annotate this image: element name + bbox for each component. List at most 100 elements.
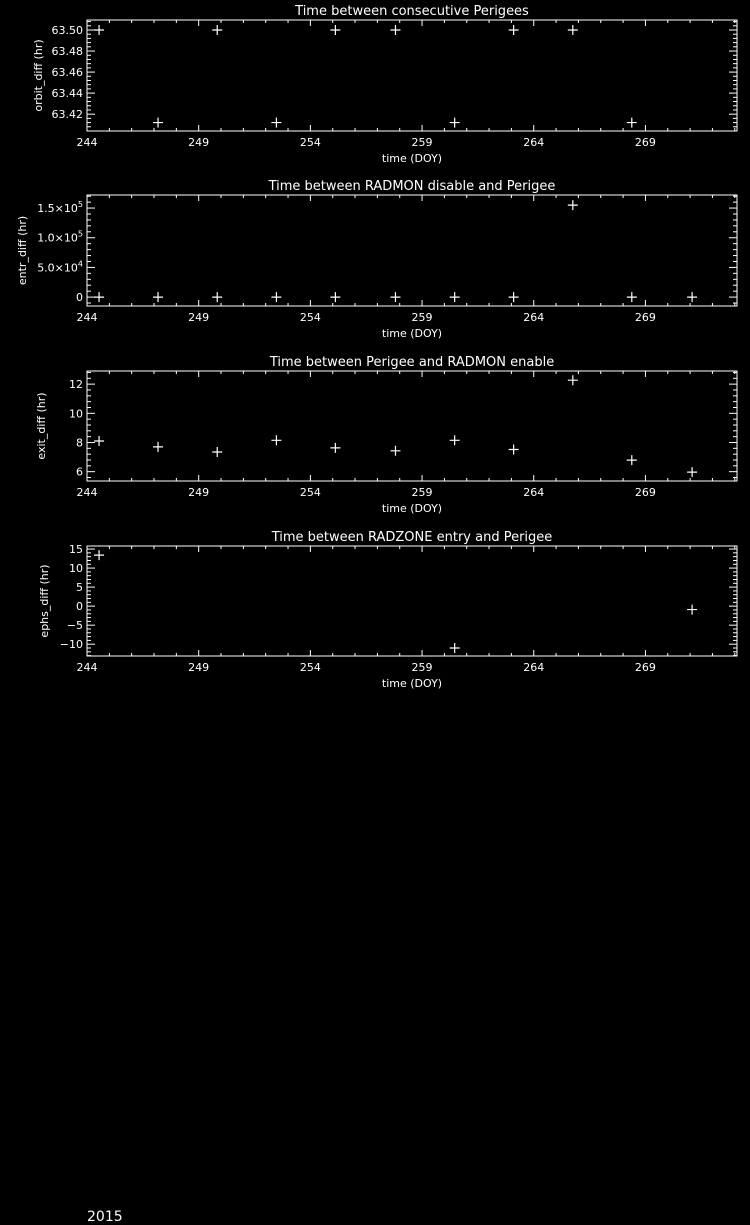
y-tick-label: 1.5×105 xyxy=(37,200,83,215)
y-tick-label: −10 xyxy=(60,638,83,651)
plot-frame xyxy=(86,194,738,307)
data-point xyxy=(330,24,341,35)
data-point xyxy=(330,442,341,453)
y-tick-text: 5 xyxy=(76,581,83,594)
x-tick-label: 244 xyxy=(77,136,98,149)
data-point xyxy=(567,375,578,386)
y-tick-text: 1.5×10 xyxy=(37,202,78,215)
data-point xyxy=(390,445,401,456)
chart-title: Time between Perigee and RADMON enable xyxy=(269,355,554,370)
y-tick-label: 63.48 xyxy=(52,45,84,58)
y-tick-text: 15 xyxy=(69,543,83,556)
y-tick-label: 63.46 xyxy=(52,66,84,79)
data-point xyxy=(271,117,282,128)
data-point xyxy=(271,435,282,446)
y-axis-label: exit_diff (hr) xyxy=(35,392,48,459)
y-tick-text: 63.44 xyxy=(52,87,84,100)
y-tick-text: −10 xyxy=(60,638,83,651)
y-axis-label: ephs_diff (hr) xyxy=(38,564,51,637)
y-tick-text: 0 xyxy=(76,600,83,613)
data-point xyxy=(94,436,105,447)
y-tick-label: 5.0×104 xyxy=(37,259,83,274)
data-point xyxy=(626,117,637,128)
data-point xyxy=(94,550,105,561)
x-tick-label: 259 xyxy=(412,136,433,149)
chart-panel-4: Time between RADZONE entry and Perigee 24… xyxy=(38,530,738,690)
y-tick-text: 63.48 xyxy=(52,45,84,58)
y-tick-exponent: 4 xyxy=(78,259,83,268)
y-tick-text: 63.42 xyxy=(52,108,84,121)
data-point xyxy=(626,292,637,303)
data-point xyxy=(508,24,519,35)
y-tick-label: 15 xyxy=(69,543,83,556)
data-point xyxy=(271,292,282,303)
x-tick-label: 259 xyxy=(412,486,433,499)
x-tick-label: 269 xyxy=(635,486,656,499)
x-tick-label: 249 xyxy=(188,136,209,149)
data-point xyxy=(626,455,637,466)
y-tick-exponent: 5 xyxy=(78,230,83,239)
x-tick-label: 244 xyxy=(77,486,98,499)
x-tick-label: 244 xyxy=(77,311,98,324)
plot-frame xyxy=(86,370,738,482)
x-axis-label: time (DOY) xyxy=(382,677,442,690)
y-tick-label: −5 xyxy=(67,619,83,632)
x-tick-label: 254 xyxy=(300,136,321,149)
data-point xyxy=(508,292,519,303)
y-tick-label: 6 xyxy=(76,466,83,479)
data-point xyxy=(212,292,223,303)
data-point xyxy=(449,117,460,128)
x-tick-label: 264 xyxy=(523,486,544,499)
x-axis-label: time (DOY) xyxy=(382,152,442,165)
x-tick-label: 269 xyxy=(635,311,656,324)
y-tick-text: −5 xyxy=(67,619,83,632)
data-point xyxy=(390,24,401,35)
y-tick-label: 63.50 xyxy=(52,24,84,37)
data-point xyxy=(212,446,223,457)
chart-title: Time between consecutive Perigees xyxy=(294,4,529,19)
x-tick-label: 244 xyxy=(77,661,98,674)
data-point xyxy=(94,292,105,303)
x-tick-label: 269 xyxy=(635,136,656,149)
y-tick-label: 63.44 xyxy=(52,87,84,100)
y-tick-text: 1.0×10 xyxy=(37,232,78,245)
x-tick-label: 249 xyxy=(188,311,209,324)
y-tick-text: 10 xyxy=(69,407,83,420)
y-tick-text: 8 xyxy=(76,436,83,449)
data-point xyxy=(687,467,698,478)
data-point xyxy=(94,24,105,35)
y-tick-text: 12 xyxy=(69,378,83,391)
y-tick-text: 63.46 xyxy=(52,66,84,79)
data-point xyxy=(153,292,164,303)
y-axis-label: entr_diff (hr) xyxy=(16,216,29,285)
data-point xyxy=(330,292,341,303)
x-tick-label: 254 xyxy=(300,311,321,324)
y-tick-text: 5.0×10 xyxy=(37,261,78,274)
data-point xyxy=(153,117,164,128)
y-tick-label: 12 xyxy=(69,378,83,391)
data-point xyxy=(687,604,698,615)
chart-panel-2: Time between RADMON disable and Perigee 2… xyxy=(16,179,738,340)
data-point xyxy=(212,24,223,35)
y-tick-text: 10 xyxy=(69,562,83,575)
x-tick-label: 264 xyxy=(523,136,544,149)
x-tick-label: 269 xyxy=(635,661,656,674)
chart-panel-1: Time between consecutive Perigees 244 249 2… xyxy=(32,4,738,165)
chart-title: Time between RADZONE entry and Perigee xyxy=(271,530,553,545)
data-point xyxy=(567,200,578,211)
y-tick-label: 63.42 xyxy=(52,108,84,121)
y-tick-label: 10 xyxy=(69,407,83,420)
x-axis-label: time (DOY) xyxy=(382,327,442,340)
data-point xyxy=(390,292,401,303)
x-tick-label: 259 xyxy=(412,311,433,324)
plot-frame xyxy=(86,19,738,132)
chart-panel-3: Time between Perigee and RADMON enable 24… xyxy=(35,355,738,515)
y-axis-label: orbit_diff (hr) xyxy=(32,39,45,111)
chart-title: Time between RADMON disable and Perigee xyxy=(268,179,556,194)
data-point xyxy=(449,292,460,303)
year-label: 2015 xyxy=(87,1209,123,1225)
y-tick-exponent: 5 xyxy=(78,200,83,209)
data-point xyxy=(449,643,460,654)
x-tick-label: 249 xyxy=(188,486,209,499)
